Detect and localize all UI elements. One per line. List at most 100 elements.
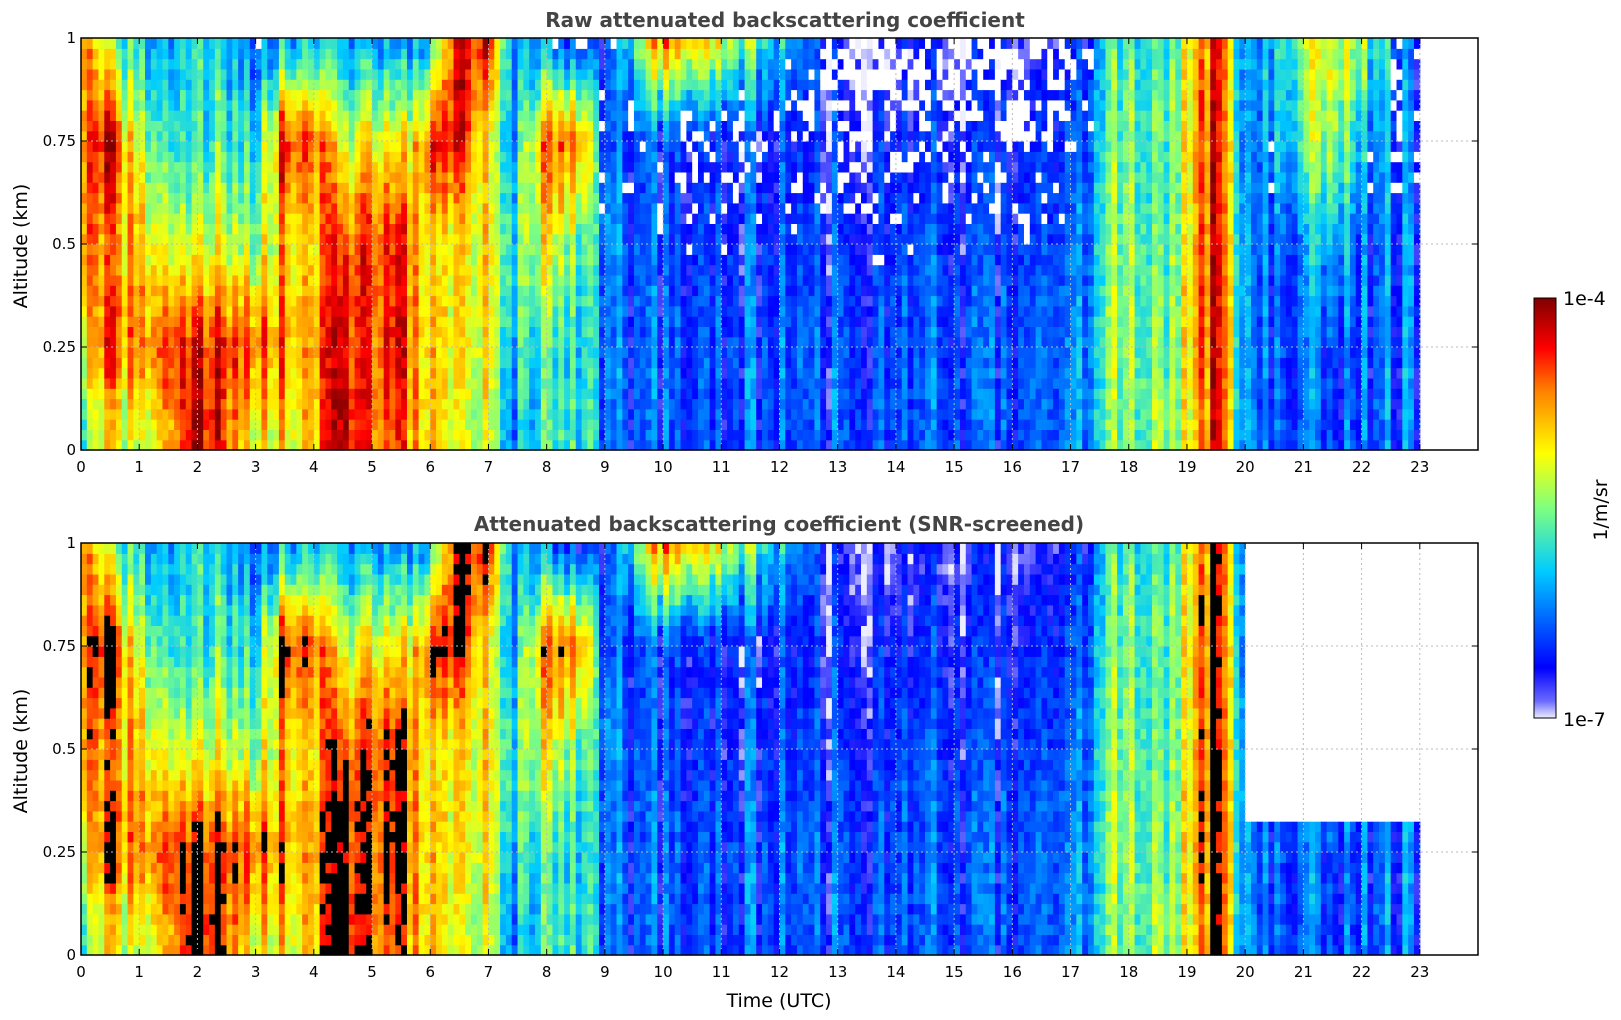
heatmap-cell [215,337,221,348]
heatmap-cell [366,316,372,327]
heatmap-cell [355,234,361,245]
heatmap-cell [745,90,751,101]
heatmap-cell [372,244,378,255]
heatmap-cell [174,326,180,337]
heatmap-cell [372,151,378,162]
heatmap-cell [640,285,646,296]
heatmap-cell [145,316,151,327]
heatmap-cell [413,244,419,255]
heatmap-cell [576,429,582,440]
heatmap-cell [640,429,646,440]
heatmap-cell [634,244,640,255]
heatmap-cell [401,79,407,90]
heatmap-cell [81,213,87,224]
heatmap-cell [611,110,617,121]
heatmap-cell [617,265,623,276]
heatmap-cell [622,244,628,255]
heatmap-cell [128,172,134,183]
heatmap-cell [98,337,104,348]
heatmap-cell [128,151,134,162]
heatmap-cell [98,100,104,111]
heatmap-cell [291,213,297,224]
heatmap-cell [739,347,745,358]
heatmap-cell [576,79,582,90]
heatmap-cell [698,347,704,358]
heatmap-cell [605,213,611,224]
heatmap-cell [576,368,582,379]
heatmap-cell [197,38,203,49]
heatmap-cell [669,213,675,224]
heatmap-cell [209,79,215,90]
heatmap-cell [663,357,669,368]
heatmap-cell [209,151,215,162]
heatmap-cell [325,337,331,348]
heatmap-cell [384,151,390,162]
heatmap-cell [384,100,390,111]
heatmap-cell [500,120,506,131]
heatmap-cell [471,203,477,214]
heatmap-cell [221,326,227,337]
heatmap-cell [762,296,768,307]
heatmap-cell [686,275,692,286]
heatmap-cell [331,326,337,337]
heatmap-cell [529,368,535,379]
heatmap-cell [145,285,151,296]
heatmap-cell [180,69,186,80]
heatmap-cell [477,409,483,420]
heatmap-cell [686,100,692,111]
heatmap-cell [710,265,716,276]
heatmap-cell [686,347,692,358]
heatmap-cell [494,378,500,389]
heatmap-cell [186,368,192,379]
heatmap-cell [611,120,617,131]
heatmap-cell [122,182,128,193]
heatmap-cell [523,399,529,410]
heatmap-cell [331,59,337,70]
heatmap-cell [296,203,302,214]
heatmap-cell [430,306,436,317]
heatmap-cell [803,244,809,255]
heatmap-cell [413,306,419,317]
heatmap-cell [291,59,297,70]
heatmap-cell [547,151,553,162]
heatmap-cell [355,326,361,337]
heatmap-cell [739,182,745,193]
heatmap-cell [180,120,186,131]
heatmap-cell [122,357,128,368]
heatmap-cell [523,223,529,234]
heatmap-cell [675,120,681,131]
heatmap-cell [442,193,448,204]
heatmap-cell [727,275,733,286]
heatmap-cell [378,254,384,265]
heatmap-cell [320,388,326,399]
heatmap-cell [611,254,617,265]
heatmap-cell [104,357,110,368]
heatmap-cell [477,234,483,245]
heatmap-cell [424,316,430,327]
heatmap-cell [98,213,104,224]
heatmap-cell [785,296,791,307]
heatmap-cell [419,151,425,162]
heatmap-cell [203,193,209,204]
heatmap-cell [587,429,593,440]
heatmap-cell [570,440,576,451]
heatmap-cell [413,48,419,59]
heatmap-cell [756,285,762,296]
heatmap-cell [611,357,617,368]
heatmap-cell [727,419,733,430]
heatmap-cell [552,59,558,70]
heatmap-cell [98,316,104,327]
heatmap-cell [471,306,477,317]
heatmap-cell [570,265,576,276]
heatmap-cell [407,59,413,70]
heatmap-cell [372,440,378,451]
heatmap-cell [477,69,483,80]
heatmap-cell [244,357,250,368]
heatmap-cell [803,100,809,111]
heatmap-cell [739,440,745,451]
heatmap-cell [279,38,285,49]
heatmap-cell [151,90,157,101]
heatmap-cell [162,429,168,440]
heatmap-cell [384,285,390,296]
heatmap-cell [570,316,576,327]
